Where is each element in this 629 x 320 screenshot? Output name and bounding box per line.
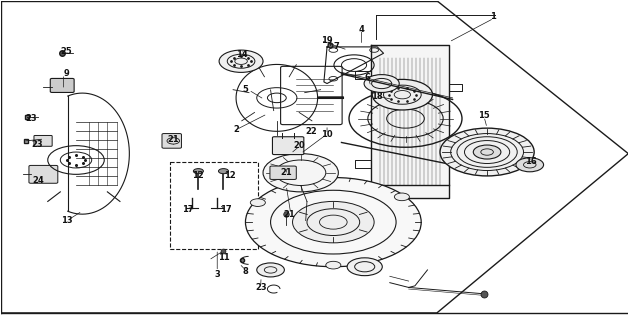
Text: 13: 13 <box>61 216 72 225</box>
Circle shape <box>372 79 433 110</box>
Text: 24: 24 <box>33 176 44 185</box>
Text: 23: 23 <box>25 114 36 123</box>
Text: 4: 4 <box>359 25 365 34</box>
Circle shape <box>250 199 265 206</box>
Text: 15: 15 <box>478 111 490 120</box>
Text: 17: 17 <box>220 205 231 214</box>
Text: 22: 22 <box>306 127 317 136</box>
Text: 25: 25 <box>61 47 72 56</box>
Text: 11: 11 <box>218 253 230 262</box>
Circle shape <box>292 201 374 243</box>
Text: 3: 3 <box>214 270 220 279</box>
Text: 7: 7 <box>333 42 339 52</box>
Text: 18: 18 <box>372 92 383 101</box>
Text: 5: 5 <box>243 85 248 94</box>
Text: 17: 17 <box>182 205 194 214</box>
Circle shape <box>263 154 338 192</box>
Circle shape <box>516 158 543 172</box>
Text: 10: 10 <box>321 130 333 139</box>
Circle shape <box>473 145 501 159</box>
Circle shape <box>257 263 284 277</box>
Text: 21: 21 <box>281 168 292 177</box>
Text: 2: 2 <box>233 125 239 134</box>
FancyBboxPatch shape <box>162 133 181 148</box>
Text: 21: 21 <box>284 210 295 219</box>
Text: 14: 14 <box>237 50 248 59</box>
Polygon shape <box>371 45 450 198</box>
FancyBboxPatch shape <box>50 78 74 92</box>
Circle shape <box>193 169 203 174</box>
Circle shape <box>219 50 263 72</box>
Text: 20: 20 <box>293 141 304 150</box>
Text: 21: 21 <box>167 135 179 144</box>
Text: 23: 23 <box>31 140 43 148</box>
Circle shape <box>440 128 534 176</box>
Text: 23: 23 <box>255 283 267 292</box>
Text: 12: 12 <box>192 172 204 180</box>
Text: 16: 16 <box>525 157 537 166</box>
FancyBboxPatch shape <box>270 166 296 180</box>
Circle shape <box>218 169 228 174</box>
Text: 6: 6 <box>365 73 370 82</box>
FancyBboxPatch shape <box>29 165 58 183</box>
Text: 8: 8 <box>243 267 248 276</box>
Text: 9: 9 <box>64 69 69 78</box>
Circle shape <box>326 261 341 269</box>
Text: 19: 19 <box>321 36 333 45</box>
Circle shape <box>347 258 382 276</box>
Text: 1: 1 <box>491 12 496 21</box>
Text: 12: 12 <box>224 172 236 180</box>
FancyBboxPatch shape <box>34 135 52 146</box>
Circle shape <box>245 178 421 267</box>
Circle shape <box>364 75 399 92</box>
FancyBboxPatch shape <box>272 137 304 155</box>
Circle shape <box>394 193 409 201</box>
